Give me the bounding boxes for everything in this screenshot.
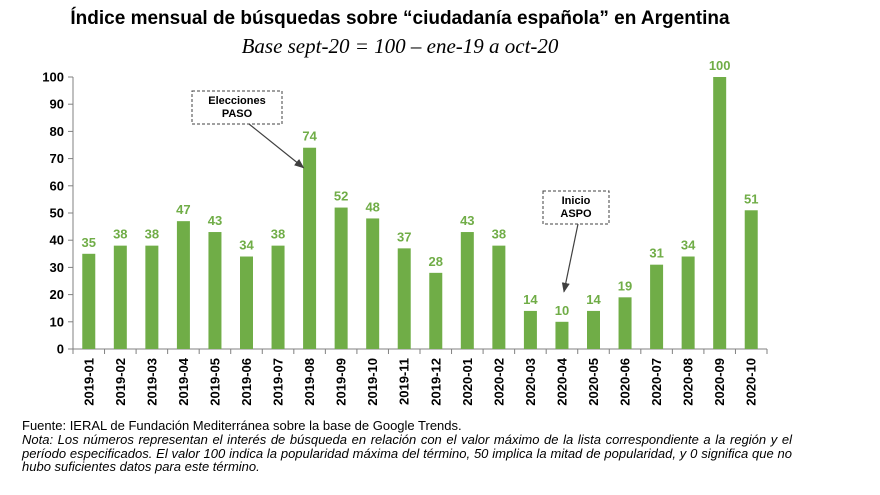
bar: [523, 310, 537, 349]
data-label: 28: [429, 254, 443, 269]
y-tick-label: 20: [50, 287, 64, 302]
data-label: 14: [523, 292, 538, 307]
x-tick-label: 2020-08: [681, 358, 696, 406]
bar: [303, 147, 317, 349]
data-label: 51: [744, 191, 758, 206]
bar: [460, 232, 474, 349]
bar: [145, 245, 159, 349]
y-tick-label: 90: [50, 97, 64, 112]
y-tick-label: 0: [57, 342, 64, 357]
y-tick-label: 10: [50, 314, 64, 329]
y-tick-label: 40: [50, 233, 64, 248]
annotation-box: [191, 90, 283, 125]
y-tick-label: 70: [50, 151, 64, 166]
y-tick-label: 30: [50, 260, 64, 275]
data-label: 38: [113, 227, 127, 242]
bar: [176, 221, 190, 349]
bar: [492, 245, 506, 349]
bar: [618, 297, 632, 349]
chart-subtitle: Base sept-20 = 100 – ene-19 a oct-20: [241, 34, 559, 58]
annotation-text: Inicio: [562, 195, 591, 207]
y-tick-label: 100: [42, 70, 64, 85]
bar: [713, 77, 727, 349]
bar: [587, 310, 600, 349]
annotation-text: ASPO: [560, 208, 592, 220]
data-label: 38: [492, 227, 506, 242]
data-label: 34: [239, 238, 254, 253]
annotation-text: PASO: [222, 108, 253, 120]
data-label: 43: [460, 213, 474, 228]
bar: [113, 245, 127, 349]
x-tick-label: 2020-04: [554, 357, 569, 405]
data-label: 19: [618, 278, 632, 293]
data-label: 100: [709, 58, 731, 73]
data-label: 14: [586, 292, 601, 307]
bar-chart: 0 10 20 30 40 50 60 70 80 90 100 35 2019-01 38 2019-0…: [42, 58, 768, 406]
data-label: 35: [82, 235, 96, 250]
x-tick-label: 2020-03: [523, 358, 538, 406]
data-label: 43: [208, 213, 222, 228]
y-tick-label: 60: [50, 178, 64, 193]
bar: [208, 232, 222, 349]
data-label: 48: [365, 199, 379, 214]
x-tick-label: 2019-06: [239, 358, 254, 406]
x-tick-label: 2020-07: [649, 358, 664, 406]
x-tick-label: 2019-02: [113, 358, 128, 406]
bar: [397, 248, 411, 349]
bar: [82, 253, 96, 349]
annotation-arrow: [561, 223, 579, 293]
x-tick-label: 2019-11: [397, 358, 412, 405]
bar: [429, 272, 443, 349]
x-tick-label: 2019-07: [271, 358, 286, 406]
x-tick-label: 2020-06: [618, 358, 633, 406]
x-tick-label: 2019-04: [176, 357, 191, 405]
data-label: 47: [176, 202, 190, 217]
bar: [555, 321, 569, 349]
data-label: 10: [555, 303, 569, 318]
data-label: 34: [681, 238, 696, 253]
bar: [650, 264, 664, 349]
x-tick-label: 2020-09: [712, 358, 727, 406]
bar: [744, 210, 758, 349]
source-note: Fuente: IERAL de Fundación Mediterránea …: [22, 418, 462, 433]
annotation-arrow: [248, 123, 305, 169]
data-label: 37: [397, 229, 411, 244]
x-tick-label: 2019-12: [428, 358, 443, 406]
bar: [681, 256, 695, 349]
y-tick-label: 80: [50, 124, 64, 139]
data-label: 74: [302, 129, 317, 144]
data-label: 31: [649, 246, 663, 261]
x-tick-label: 2019-05: [207, 358, 222, 406]
x-tick-label: 2019-01: [81, 358, 96, 406]
x-tick-label: 2019-10: [365, 358, 380, 406]
bar: [334, 207, 348, 349]
bar: [366, 218, 380, 349]
x-tick-label: 2020-05: [586, 358, 601, 406]
bar: [271, 245, 285, 349]
x-tick-label: 2019-03: [144, 358, 159, 406]
data-label: 38: [271, 227, 285, 242]
x-tick-label: 2019-09: [334, 358, 349, 406]
methodology-note: Nota: Los números representan el interés…: [22, 432, 792, 474]
chart-title: Índice mensual de búsquedas sobre “ciuda…: [70, 8, 730, 29]
annotation-box: [542, 190, 610, 225]
annotation-text: Elecciones: [208, 95, 265, 107]
x-tick-label: 2020-10: [744, 358, 759, 406]
data-label: 38: [145, 227, 159, 242]
x-tick-label: 2020-02: [491, 358, 506, 406]
bar: [240, 256, 253, 349]
x-tick-label: 2019-08: [302, 358, 317, 406]
data-label: 52: [334, 189, 348, 204]
y-tick-label: 50: [50, 206, 64, 221]
x-tick-label: 2020-01: [460, 358, 475, 406]
